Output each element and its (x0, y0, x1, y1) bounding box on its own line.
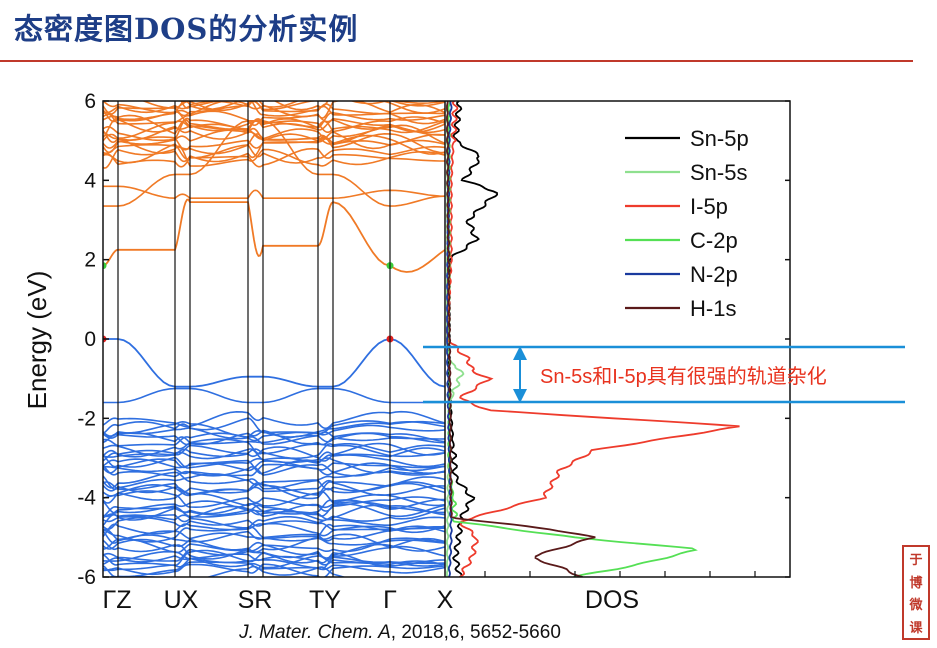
band-line (103, 83, 445, 97)
cbm-point (103, 262, 107, 270)
band-line (103, 410, 445, 430)
citation: J. Mater. Chem. A, 2018,6, 5652-5660 (0, 622, 800, 644)
band-line (103, 185, 445, 200)
band-line (103, 463, 445, 477)
band-line (103, 101, 445, 117)
band-line (103, 71, 445, 90)
y-tick-label: 6 (84, 90, 96, 113)
band-line (103, 118, 445, 138)
legend: Sn-5p Sn-5s I-5p C-2p N-2p H-1s (625, 126, 749, 321)
y-tick-label: -6 (77, 566, 96, 589)
band-line (180, 101, 445, 111)
k-point-label: X (437, 586, 454, 614)
title-divider (0, 60, 913, 62)
y-tick-label: 4 (84, 169, 96, 192)
seal-stamp: 于 博 微 课 (902, 545, 930, 640)
y-tick-label: -4 (77, 487, 96, 510)
band-line (103, 420, 445, 442)
seal-char: 课 (909, 621, 923, 637)
band-line (103, 147, 445, 168)
annotation: Sn-5s和I-5p具有很强的轨道杂化 (423, 345, 905, 404)
k-point-label: Γ (383, 586, 397, 614)
band-line (103, 523, 445, 541)
legend-label: C-2p (690, 228, 738, 253)
legend-label: Sn-5s (690, 160, 747, 185)
citation-details: , 2018,6, 5652-5660 (390, 622, 561, 643)
band-line (103, 124, 445, 145)
band-line (103, 457, 445, 475)
k-point-label: SR (238, 586, 273, 614)
band-line (103, 420, 445, 438)
seal-char: 于 (909, 552, 923, 568)
citation-journal: J. Mater. Chem. A (239, 622, 391, 643)
legend-label: I-5p (690, 194, 728, 219)
conduction-band-minimum-line (103, 198, 445, 273)
y-tick-label: 0 (84, 328, 96, 351)
band-line (103, 538, 445, 560)
dos-curve-h-1s (446, 101, 596, 577)
slide-title: 态密度图DOS的分析实例 (14, 12, 359, 46)
valence-band-maximum-line (103, 338, 445, 388)
k-point-label: UX (164, 586, 199, 614)
band-line (103, 429, 445, 446)
band-line (103, 537, 445, 554)
dos-curves (446, 101, 740, 577)
band-line (103, 454, 445, 469)
band-line (103, 117, 445, 142)
y-tick-label: -2 (77, 407, 96, 430)
y-axis-label: Energy (eV) (22, 271, 52, 410)
band-line (103, 556, 445, 572)
band-line (103, 110, 445, 132)
axis-ticks: 6 4 2 0 -2 -4 -6 ΓZ UX SR TY Γ X DOS (77, 90, 790, 614)
band-line (103, 101, 445, 114)
band-line (103, 462, 445, 478)
band-line (103, 479, 445, 494)
legend-label: H-1s (690, 296, 736, 321)
band-line (103, 101, 445, 119)
band-line (103, 513, 445, 529)
band-line (103, 545, 445, 562)
legend-label: N-2p (690, 262, 738, 287)
x-axis-label: DOS (585, 586, 639, 614)
band-line (103, 110, 445, 133)
band-line (103, 442, 445, 462)
seal-char: 微 (909, 598, 923, 614)
legend-label: Sn-5p (690, 126, 749, 151)
band-lines (103, 71, 445, 577)
y-tick-label: 2 (84, 249, 96, 272)
annotation-text: Sn-5s和I-5p具有很强的轨道杂化 (540, 365, 827, 388)
band-line (103, 470, 445, 489)
band-line (103, 133, 445, 163)
band-line (103, 503, 445, 518)
band-line (103, 431, 445, 447)
band-line (103, 490, 445, 507)
band-line (103, 555, 445, 569)
band-line (103, 145, 445, 169)
band-line (103, 447, 445, 464)
seal-char: 博 (909, 575, 923, 591)
band-line (103, 481, 445, 497)
k-point-label: ΓZ (102, 586, 131, 614)
band-line (103, 387, 445, 404)
band-line (103, 530, 445, 546)
k-point-label: TY (309, 586, 341, 614)
band-line (103, 563, 445, 577)
